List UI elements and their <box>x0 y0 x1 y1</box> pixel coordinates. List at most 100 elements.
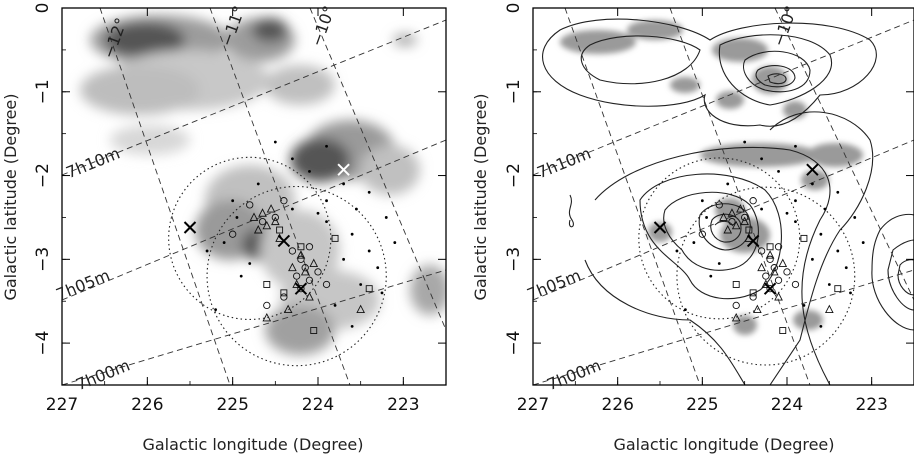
circle-marker <box>774 276 783 284</box>
dot-marker <box>853 216 857 219</box>
dot-marker <box>705 216 708 219</box>
object-markers-left <box>205 140 397 334</box>
y-tick-label: −4 <box>33 331 53 356</box>
circle-marker <box>715 201 723 209</box>
x-tick-label: 225 <box>686 395 718 415</box>
grid-line <box>533 269 914 385</box>
dot-marker <box>692 241 696 244</box>
triangle-marker <box>266 204 276 213</box>
circle-marker <box>757 247 766 255</box>
dot-marker <box>205 249 209 253</box>
square-marker <box>766 243 774 251</box>
square-marker <box>310 327 318 334</box>
field-circles-left <box>168 156 387 367</box>
triangle-marker <box>283 304 293 314</box>
cross-marker <box>183 221 197 234</box>
circle-marker <box>728 217 736 226</box>
square-marker <box>280 289 288 297</box>
circle-marker <box>791 280 800 289</box>
triangle-marker <box>723 225 733 234</box>
circle-marker <box>749 293 757 301</box>
triangle-marker <box>740 216 750 226</box>
dot-marker <box>367 249 371 253</box>
y-tick-label: −3 <box>504 247 524 272</box>
triangle-marker <box>753 304 762 314</box>
y-tick-label: −3 <box>33 247 53 272</box>
circle-marker <box>314 268 322 276</box>
dot-marker <box>849 291 852 295</box>
square-marker <box>732 281 740 288</box>
ra-grid-label: 7h10m <box>63 144 122 183</box>
square-marker <box>834 285 842 293</box>
dot-marker <box>785 211 789 215</box>
dot-marker <box>342 182 345 186</box>
dot-marker <box>794 144 797 148</box>
dot-marker <box>256 182 260 186</box>
dot-marker <box>743 140 747 144</box>
dot-marker <box>861 241 865 244</box>
cross-markers-right <box>653 163 819 295</box>
dot-marker <box>380 291 384 295</box>
circle-marker <box>774 243 783 251</box>
dot-marker <box>811 182 814 186</box>
cross-marker <box>746 234 760 248</box>
circle-marker <box>297 285 305 293</box>
y-tick-label: 0 <box>504 3 524 14</box>
dot-marker <box>384 216 388 219</box>
object-markers-right <box>675 140 865 334</box>
extinction-map-left <box>62 8 446 385</box>
square-marker <box>365 285 373 293</box>
grid-line <box>533 19 914 176</box>
dot-marker <box>350 232 354 236</box>
triangle-marker <box>769 266 779 276</box>
triangle-marker <box>731 312 741 322</box>
circle-marker <box>762 272 770 280</box>
triangle-marker <box>262 220 272 230</box>
circle-marker <box>698 230 706 238</box>
cross-marker <box>337 163 350 176</box>
grid-line <box>62 19 446 176</box>
ra-grid-label: 7h00m <box>544 356 603 395</box>
circle-marker <box>280 293 288 301</box>
triangle-marker <box>774 292 783 301</box>
x-tick-label: 225 <box>216 395 248 415</box>
grid-line <box>533 139 914 301</box>
x-axis-label-left: Galactic longitude (Degree) <box>142 435 363 454</box>
y-tick-label: 0 <box>33 3 53 14</box>
x-axis-label-right: Galactic longitude (Degree) <box>613 435 834 454</box>
triangle-marker <box>757 262 766 272</box>
grid-line <box>564 8 701 385</box>
plot-frame-left <box>61 7 447 386</box>
triangle-marker <box>253 225 263 234</box>
dot-marker <box>726 182 730 186</box>
x-tick-label: 223 <box>387 395 419 415</box>
dot-marker <box>819 232 823 236</box>
x-tick-label: 226 <box>131 395 163 415</box>
square-marker <box>276 226 284 234</box>
y-tick-label: −1 <box>33 79 53 104</box>
x-tick-label: 224 <box>302 395 334 415</box>
triangle-marker <box>262 312 272 322</box>
dec-grid-label: −10° <box>307 3 339 49</box>
dot-marker <box>811 257 814 261</box>
square-marker <box>297 243 305 251</box>
cross-marker <box>277 234 291 248</box>
x-tick-label: 223 <box>855 395 887 415</box>
dot-marker <box>273 140 277 144</box>
y-tick-label: −1 <box>504 79 524 104</box>
triangle-marker <box>736 204 745 213</box>
dot-marker <box>802 304 806 307</box>
dot-marker <box>376 266 380 270</box>
circle-marker <box>280 197 288 205</box>
triangle-marker <box>778 258 788 267</box>
dot-marker <box>827 283 831 286</box>
field-circle <box>676 186 856 366</box>
coordinate-grid-left <box>62 8 446 385</box>
triangle-marker <box>270 216 280 226</box>
dot-marker <box>836 190 840 194</box>
dot-marker <box>325 220 328 224</box>
dot-marker <box>717 262 721 265</box>
